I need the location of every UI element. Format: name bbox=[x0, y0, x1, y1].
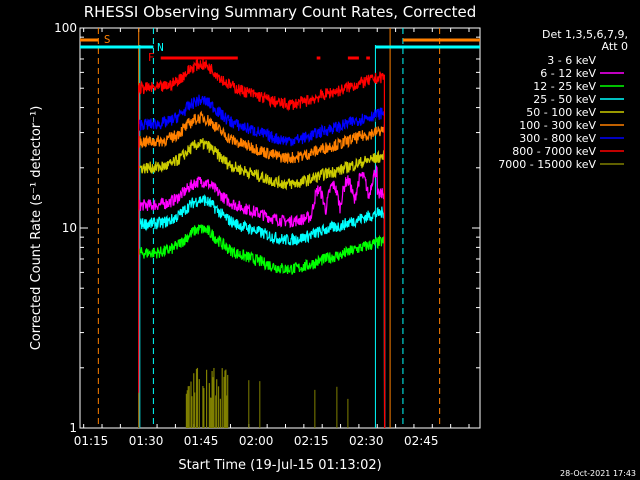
flare-flag-label: F bbox=[148, 51, 155, 64]
legend-label: 12 - 25 keV bbox=[533, 80, 596, 93]
x-tick-label: 01:45 bbox=[184, 434, 219, 448]
series-trace-8 bbox=[138, 367, 349, 428]
x-tick-label: 02:00 bbox=[239, 434, 274, 448]
legend-header-line-1: Det 1,3,5,6,7,9, bbox=[542, 28, 628, 41]
y-axis-label: Corrected Count Rate (s⁻¹ detector⁻¹) bbox=[29, 106, 44, 351]
x-tick-label: 02:15 bbox=[294, 434, 329, 448]
legend-label: 25 - 50 keV bbox=[533, 93, 596, 106]
chart-title: RHESSI Observing Summary Count Rates, Co… bbox=[84, 3, 477, 21]
series-trace-5 bbox=[138, 110, 386, 429]
series-trace-6 bbox=[138, 94, 386, 429]
y-tick-label: 10 bbox=[62, 221, 77, 235]
legend-label: 300 - 800 keV bbox=[519, 132, 596, 145]
legend-label: 6 - 12 keV bbox=[540, 67, 596, 80]
x-axis-label: Start Time (19-Jul-15 01:13:02) bbox=[178, 458, 381, 473]
x-tick-label: 02:45 bbox=[404, 434, 439, 448]
legend-label: 800 - 7000 keV bbox=[512, 145, 596, 158]
night-flag-label: N bbox=[157, 41, 164, 54]
legend-label: 100 - 300 keV bbox=[519, 119, 596, 132]
legend-label: 3 - 6 keV bbox=[547, 54, 596, 67]
x-tick-label: 01:15 bbox=[74, 434, 109, 448]
series-trace-1 bbox=[138, 164, 386, 429]
x-tick-label: 01:30 bbox=[129, 434, 164, 448]
series-trace-7 bbox=[138, 58, 386, 429]
saa-flag-label: S bbox=[104, 33, 111, 46]
footer-timestamp: 28-Oct-2021 17:43 bbox=[560, 469, 636, 478]
y-tick-label: 100 bbox=[54, 21, 77, 35]
legend-label: 7000 - 15000 keV bbox=[498, 158, 596, 171]
x-tick-label: 02:30 bbox=[349, 434, 384, 448]
plot-area: 1 10 100 01:15 01:30 01:45 02:00 02:15 02:30 02:4… bbox=[54, 21, 481, 448]
legend-label: 50 - 100 keV bbox=[526, 106, 596, 119]
series-trace-4 bbox=[138, 138, 386, 429]
series-trace-2 bbox=[138, 224, 386, 429]
legend-header-line-2: Att 0 bbox=[602, 40, 628, 53]
y-tick-label: 1 bbox=[69, 421, 77, 435]
series-trace-3 bbox=[138, 194, 386, 429]
